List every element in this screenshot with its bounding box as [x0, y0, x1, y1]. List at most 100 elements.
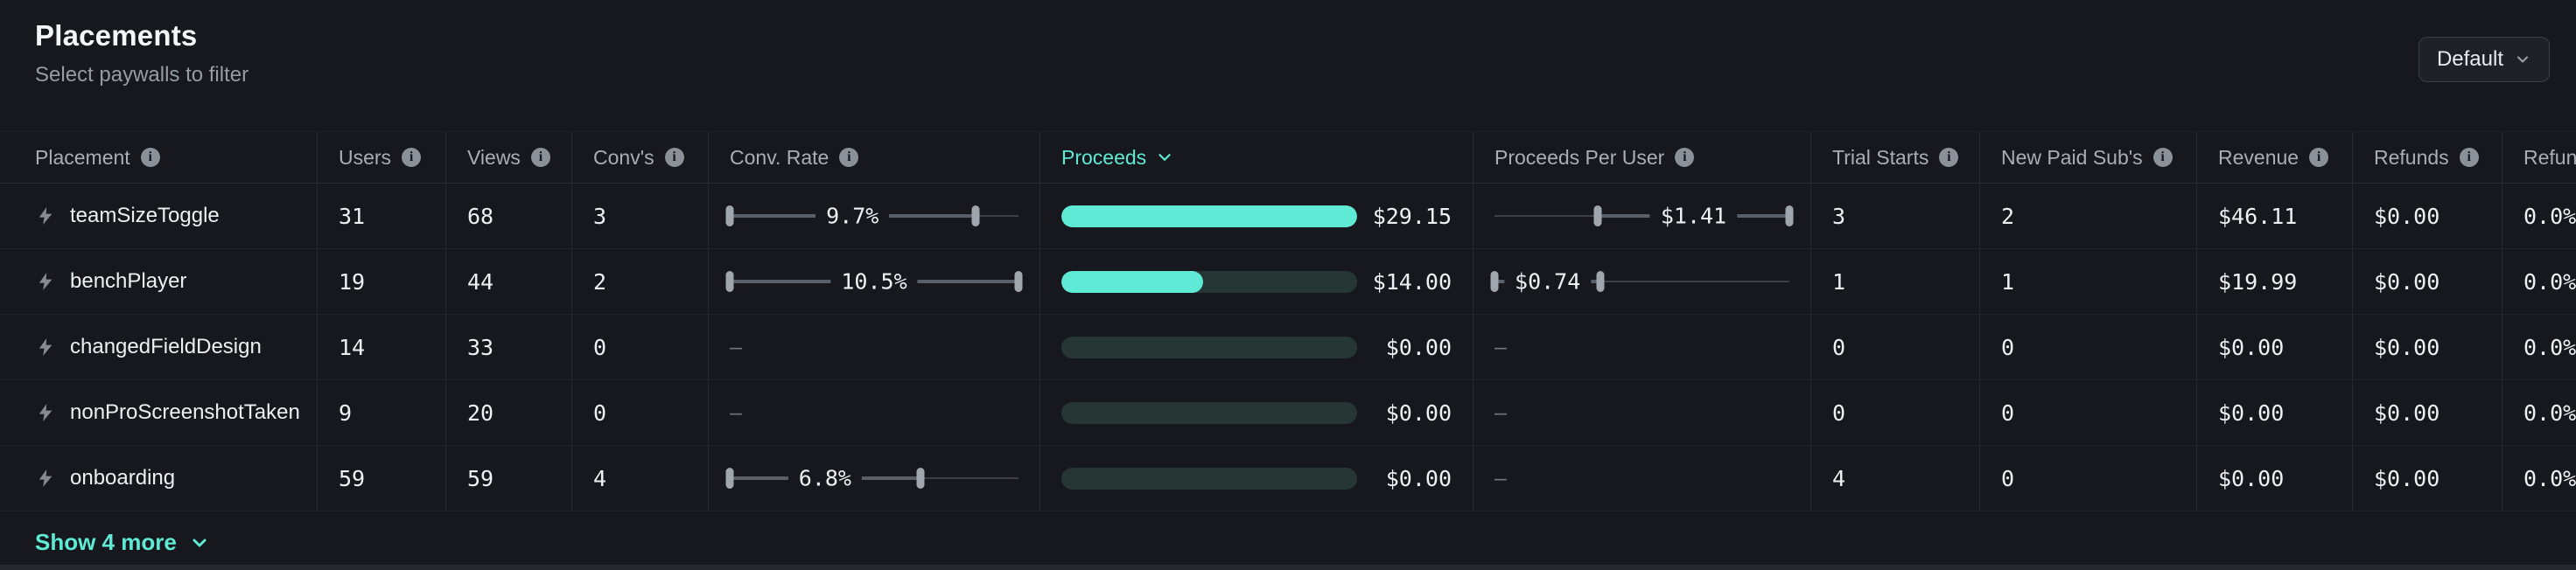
proceeds-value: $0.00	[1385, 465, 1452, 491]
placement-name: onboarding	[70, 466, 176, 490]
new-paid-subs-cell: 0	[1980, 315, 2197, 379]
proceeds-per-user-value: $0.74	[1504, 268, 1592, 295]
column-header-label: Refunds	[2374, 145, 2449, 169]
conv-rate-range: 9.7%	[725, 203, 1018, 229]
empty-value-dash: –	[1494, 465, 1507, 490]
proceeds-bar-track	[1061, 336, 1357, 358]
proceeds-per-user-cell: $1.41	[1474, 184, 1811, 248]
proceeds-cell: $14.00	[1040, 249, 1474, 314]
empty-value-dash: –	[730, 400, 742, 425]
conv-rate-range: 10.5%	[725, 268, 1023, 295]
convs-cell: 0	[572, 315, 709, 379]
views-cell: 68	[446, 184, 572, 248]
info-icon[interactable]: i	[2309, 148, 2329, 167]
refund-rate-cell: 0.0%	[2502, 446, 2576, 511]
users-cell: 31	[318, 184, 446, 248]
placement-bolt-icon	[38, 207, 52, 225]
column-header-revenue[interactable]: Revenue i	[2197, 132, 2353, 183]
table-row[interactable]: teamSizeToggle 31 68 3 9.7% $29.15 $1.41 3 2 $46.…	[0, 184, 2576, 249]
conv-rate-cell: –	[709, 380, 1040, 445]
new-paid-subs-cell: 1	[1980, 249, 2197, 314]
new-paid-subs-cell: 0	[1980, 446, 2197, 511]
info-icon[interactable]: i	[664, 148, 684, 167]
refunds-cell: $0.00	[2353, 446, 2502, 511]
placement-cell: teamSizeToggle	[0, 184, 318, 248]
conv-rate-value: 10.5%	[830, 268, 918, 295]
column-header-trial_starts[interactable]: Trial Starts i	[1811, 132, 1980, 183]
range-handle-low	[1593, 205, 1602, 226]
empty-value-dash: –	[1494, 334, 1507, 359]
column-header-convs[interactable]: Conv's i	[572, 132, 709, 183]
column-header-label: New Paid Sub's	[2001, 145, 2143, 169]
proceeds-value: $0.00	[1385, 334, 1452, 360]
table-row[interactable]: benchPlayer 19 44 2 10.5% $14.00 $0.74 1 1 $19.99…	[0, 249, 2576, 315]
preset-dropdown-button[interactable]: Default	[2418, 37, 2550, 82]
new-paid-subs-cell: 0	[1980, 380, 2197, 445]
convs-cell: 0	[572, 380, 709, 445]
table-row[interactable]: nonProScreenshotTaken 9 20 0– $0.00–0 0 $0.00 $…	[0, 380, 2576, 446]
proceeds-cell: $29.15	[1040, 184, 1474, 248]
panel-header: Placements Select paywalls to filter Def…	[0, 0, 2576, 131]
empty-value-dash: –	[730, 334, 742, 359]
proceeds-cell: $0.00	[1040, 380, 1474, 445]
conv-rate-cell: 10.5%	[709, 249, 1040, 314]
refunds-cell: $0.00	[2353, 184, 2502, 248]
info-icon[interactable]: i	[1675, 148, 1695, 167]
info-icon[interactable]: i	[839, 148, 859, 167]
placement-name: nonProScreenshotTaken	[70, 400, 300, 424]
proceeds-per-user-range: $1.41	[1494, 203, 1794, 229]
show-more-button[interactable]: Show 4 more	[35, 529, 210, 556]
info-icon[interactable]: i	[140, 148, 160, 167]
range-handle-low	[725, 271, 734, 292]
proceeds-bar-track	[1061, 205, 1357, 227]
placements-table: Placement i Users i Views i Conv's i Conv. Rate i…	[0, 131, 2576, 511]
proceeds-bar-track	[1061, 467, 1357, 490]
chevron-down-icon	[2516, 56, 2529, 63]
convs-cell: 2	[572, 249, 709, 314]
range-handle-high	[916, 468, 925, 489]
trial-starts-cell: 1	[1811, 249, 1980, 314]
column-header-conv_rate[interactable]: Conv. Rate i	[709, 132, 1040, 183]
range-handle-low	[725, 468, 734, 489]
column-header-label: Revenue	[2218, 145, 2300, 169]
placement-bolt-icon	[38, 469, 52, 487]
column-header-views[interactable]: Views i	[446, 132, 572, 183]
refund-rate-cell: 0.0%	[2502, 315, 2576, 379]
chevron-down-icon	[192, 539, 206, 546]
refunds-cell: $0.00	[2353, 380, 2502, 445]
info-icon[interactable]: i	[2152, 148, 2173, 167]
proceeds-value: $14.00	[1372, 268, 1452, 295]
table-header-row: Placement i Users i Views i Conv's i Conv. Rate i…	[0, 131, 2576, 184]
range-handle-high	[971, 205, 979, 226]
title-block: Placements Select paywalls to filter	[35, 19, 248, 87]
conv-rate-value: 6.8%	[788, 465, 862, 491]
convs-cell: 4	[572, 446, 709, 511]
range-handle-high	[1014, 271, 1023, 292]
placement-bolt-icon	[38, 338, 52, 356]
info-icon[interactable]: i	[2459, 148, 2479, 167]
table-row[interactable]: changedFieldDesign 14 33 0– $0.00–0 0 $0.00 $0.…	[0, 315, 2576, 380]
table-body: teamSizeToggle 31 68 3 9.7% $29.15 $1.41 3 2 $46.…	[0, 184, 2576, 511]
views-cell: 44	[446, 249, 572, 314]
trial-starts-cell: 4	[1811, 446, 1980, 511]
page-subtitle: Select paywalls to filter	[35, 63, 249, 87]
column-header-label: Placement	[35, 145, 130, 169]
column-header-proceeds_per_user[interactable]: Proceeds Per User i	[1474, 132, 1811, 183]
proceeds-bar-fill	[1061, 270, 1204, 293]
column-header-users[interactable]: Users i	[318, 132, 446, 183]
column-header-proceeds[interactable]: Proceeds	[1040, 132, 1474, 183]
info-icon[interactable]: i	[1939, 148, 1959, 167]
info-icon[interactable]: i	[402, 148, 422, 167]
placement-name: benchPlayer	[70, 269, 187, 293]
column-header-placement[interactable]: Placement i	[0, 132, 318, 183]
views-cell: 59	[446, 446, 572, 511]
column-header-new_paid_subs[interactable]: New Paid Sub's i	[1980, 132, 2197, 183]
column-header-refunds[interactable]: Refunds i	[2353, 132, 2502, 183]
proceeds-per-user-cell: –	[1474, 446, 1811, 511]
proceeds-bar-track	[1061, 401, 1357, 424]
table-row[interactable]: onboarding 59 59 4 6.8% $0.00–4 0 $0.00 $0.00 0.0…	[0, 446, 2576, 511]
refund-rate-cell: 0.0%	[2502, 380, 2576, 445]
info-icon[interactable]: i	[530, 148, 550, 167]
